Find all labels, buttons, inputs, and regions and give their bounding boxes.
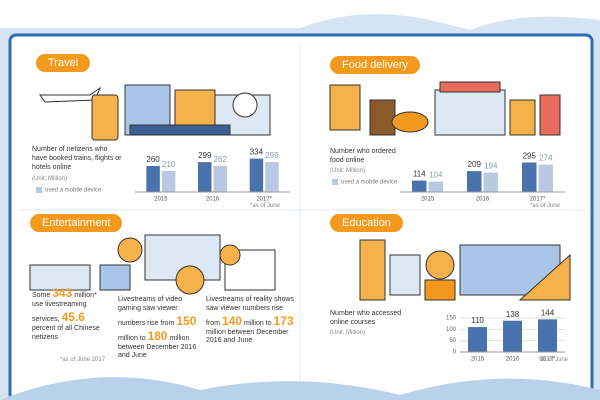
chart-title: Number of netizens who have booked train… [32,146,122,171]
chart-note: *as of June [530,203,561,209]
fact-text: million between December 2016 and June [206,328,289,345]
fact: Livestreams of video gaming saw viewer n… [118,296,202,361]
fact-number: 150 [176,313,197,328]
value-label: 209 [468,160,482,169]
value-label: 114 [413,170,426,179]
value-label: 295 [523,152,537,161]
chart-subtitle: (Unit: Million) [32,176,68,182]
food-illustration [329,81,561,136]
value-label: 299 [198,151,212,160]
value-label: 274 [539,154,553,163]
value-label: 110 [471,316,484,325]
bar [538,164,553,192]
fact-text: use livestreaming services, [32,301,87,323]
panel-title: Food delivery [330,56,421,74]
fact-number: 180 [147,328,168,343]
education-illustration [359,239,571,301]
value-label: 144 [541,308,555,317]
chart-subtitle: (Unit: Million) [330,168,366,174]
bar [538,319,557,352]
bar [213,165,227,192]
bar [198,162,212,192]
fact-text: Livestreams of video gaming saw viewer n… [118,296,183,327]
fact-number: 140 [221,313,242,328]
value-label: 104 [429,171,443,180]
bar [503,320,522,352]
fact-number: 45.6 [61,309,85,324]
value-label: 194 [484,162,498,171]
x-tick-label: 2015 [421,197,435,203]
y-tick-label: 150 [446,316,457,322]
top-wave [0,0,600,30]
x-tick-label: 2017* [256,197,272,203]
legend-label: used a mobile device [341,180,398,186]
bar [467,171,482,192]
value-label: 138 [506,310,520,319]
x-tick-label: 2017* [530,197,546,203]
y-tick-label: 50 [449,338,456,344]
chart-subtitle: (Unit: Million) [330,330,366,336]
fact: Livestreams of reality shows saw viewer … [206,296,298,346]
x-tick-label: 2016 [206,197,220,203]
value-label: 260 [146,155,160,164]
panel-title: Entertainment [30,214,123,232]
panel-title: Travel [36,54,91,72]
bar [146,166,160,192]
fact-note: *as of June 2017 [60,357,106,363]
entertainment-illustration [29,234,276,295]
x-tick-label: 2015 [154,197,168,203]
bar [522,162,537,192]
value-label: 299 [265,151,279,160]
x-tick-label: 2016 [506,357,520,363]
fact-text: million between December 2016 and June [118,334,197,360]
value-label: 334 [250,148,264,157]
panel-title: Education [330,214,403,232]
legend-swatch [36,187,42,193]
bottom-wave [0,377,600,400]
bar [265,162,279,192]
chart-title: Number who ordered food online [330,148,396,164]
bar [428,181,443,192]
x-tick-label: 2015 [471,357,485,363]
x-tick-label: 2016 [476,197,490,203]
fact-text: million to [118,334,146,342]
fact-text: million to [243,319,272,327]
fact-text: million* [74,292,97,299]
chart-title: Number who accessed online courses [330,310,402,326]
bar [483,172,498,192]
value-label: 262 [214,155,228,164]
y-tick-label: 0 [453,350,457,356]
fact-text: percent of all Chinese netizens [32,324,100,341]
y-tick-label: 100 [446,327,457,333]
bar [249,158,264,192]
fact-number: 343 [52,286,73,300]
fact-text: Some [32,292,51,299]
value-label: 210 [162,160,176,169]
legend-swatch [332,179,338,185]
bar [412,180,427,192]
fact-text: Livestreams of reality shows saw viewer … [206,296,294,327]
chart-note: *as of June [538,357,569,363]
chart-note: *as of June [250,203,281,209]
legend-label: used a mobile device [45,188,102,194]
fact-number: 173 [273,313,294,328]
x-tick-label: 2017* [540,357,556,363]
bar [161,171,176,192]
bar [468,327,487,352]
fact: Some 343 million* use livestreaming serv… [32,286,110,342]
travel-illustration [39,84,271,141]
